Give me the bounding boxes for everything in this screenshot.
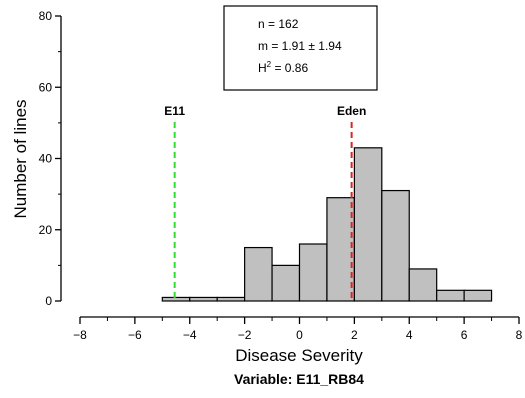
histogram-bar [271,264,301,302]
x-tick-label: −8 [73,328,87,342]
stats-box: n = 162 m = 1.91 ± 1.94 H2 = 0.86 [223,5,378,91]
x-axis-title: Disease Severity [235,346,363,365]
y-tick-label: 80 [39,9,53,23]
histogram-bar [381,189,410,302]
x-tick-label: 8 [516,328,523,342]
reference-line-label: E11 [164,104,185,118]
x-tick-label: 4 [406,328,413,342]
histogram-bar [244,246,273,302]
x-tick-label: 6 [461,328,468,342]
x-tick-label: 2 [351,328,358,342]
y-tick-label: 0 [45,294,52,308]
x-tick-label: 0 [296,328,303,342]
y-tick-label: 20 [39,223,53,237]
histogram-bar [408,268,438,302]
histogram-bar [326,197,355,302]
stat-h2: H2 = 0.86 [258,60,308,75]
axes: 0 20 40 60 80 −8 −6 −4 −2 0 2 4 6 8 [39,9,523,342]
histogram-bar [216,296,246,302]
histogram-bar [161,296,191,302]
stat-n: n = 162 [258,17,299,31]
variable-label: Variable: E11_RB84 [234,371,364,387]
histogram-bar [463,289,493,302]
x-tick-label: −2 [238,328,252,342]
y-tick-label: 40 [39,152,53,166]
histogram-bar [189,296,218,302]
histogram-bar [436,289,465,302]
stat-mean: m = 1.91 ± 1.94 [258,39,342,53]
y-axis-title: Number of lines [11,99,30,218]
histogram-bar [298,243,328,302]
y-tick-label: 60 [39,80,53,94]
histogram-bar [353,147,383,302]
x-tick-label: −4 [183,328,197,342]
x-tick-label: −6 [128,328,142,342]
bars-group [161,147,493,302]
reference-line-label: Eden [337,104,366,118]
reference-lines: E11 Eden [164,104,366,301]
